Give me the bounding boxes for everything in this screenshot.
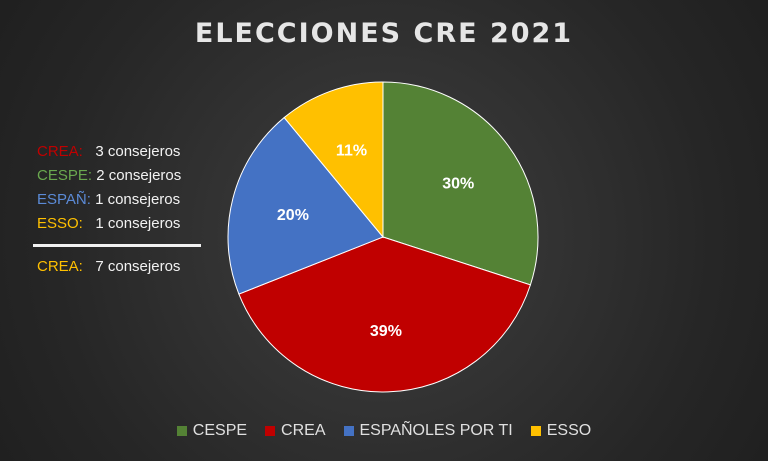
seat-party-label: CESPE: (37, 167, 93, 184)
seat-party-label: ESPAÑ: (37, 191, 91, 208)
seat-count: 2 consejeros (96, 167, 182, 184)
pie-slice-cespe (382, 81, 539, 286)
legend-label: CESPE (192, 422, 248, 439)
seat-row-espan: ESPAÑ: 1 consejeros (37, 188, 201, 212)
pie-slice-esso (283, 81, 384, 239)
seat-row-total: CREA: 7 consejeros (37, 255, 201, 279)
seat-count: 3 consejeros (95, 143, 181, 160)
seat-row-cespe: CESPE: 2 consejeros (37, 164, 201, 188)
legend-item-cespe: CESPE (176, 422, 248, 440)
seat-summary: CREA: 3 consejeros CESPE: 2 consejeros E… (33, 140, 201, 279)
legend-swatch (176, 426, 187, 436)
data-label: 30% (442, 175, 474, 192)
seat-row-esso: ESSO: 1 consejeros (37, 212, 201, 236)
data-label: 11% (336, 142, 367, 159)
legend-item-espanoles-por-ti: ESPAÑOLES POR TI (343, 422, 513, 440)
legend-label: ESPAÑOLES POR TI (359, 422, 513, 439)
seat-count: 1 consejeros (95, 215, 181, 232)
legend-swatch (343, 426, 354, 436)
seat-count: 7 consejeros (95, 258, 181, 275)
chart-legend: CESPE CREA ESPAÑOLES POR TI ESSO (0, 422, 768, 440)
legend-label: CREA (281, 422, 326, 439)
legend-label: ESSO (546, 422, 592, 439)
legend-item-crea: CREA (265, 422, 326, 440)
chart-title: ELECCIONES CRE 2021 (194, 18, 574, 49)
seat-divider (33, 244, 201, 247)
pie-slice-españoles-por-ti (227, 116, 384, 295)
data-label: 20% (277, 207, 309, 224)
legend-item-esso: ESSO (530, 422, 592, 440)
seat-count: 1 consejeros (95, 191, 181, 208)
seat-party-label: CREA: (37, 143, 83, 160)
legend-swatch (265, 426, 276, 436)
pie-slice-crea (238, 236, 532, 393)
seat-party-label: CREA: (37, 258, 83, 275)
seat-party-label: ESSO: (37, 215, 83, 232)
data-label: 39% (370, 323, 402, 340)
legend-swatch (530, 426, 541, 436)
seat-row-crea: CREA: 3 consejeros (37, 140, 201, 164)
